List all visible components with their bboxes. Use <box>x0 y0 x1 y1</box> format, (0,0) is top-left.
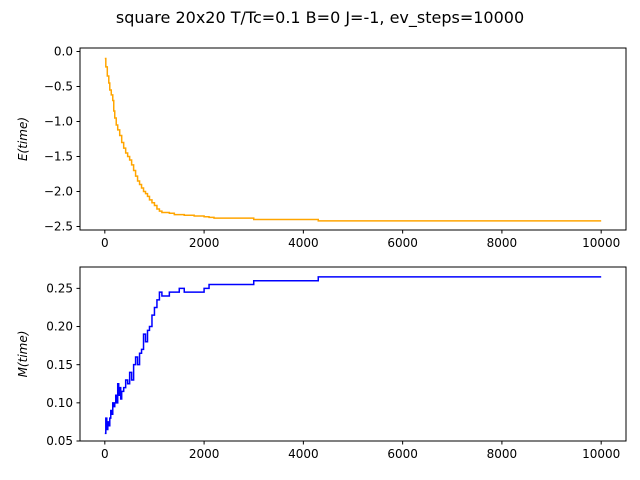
x-tick-label: 0 <box>101 236 109 250</box>
plot-frame <box>79 266 627 442</box>
series-line-2-1 <box>104 276 602 435</box>
axes-layer: 0 2000 4000 6000 8000 10000 0.0 −0.5 −1.0 −1.5 −2.… <box>16 45 627 461</box>
series-line-1-1 <box>104 57 602 222</box>
y-tick-label: 0.15 <box>46 358 73 372</box>
plot-frame <box>79 47 627 231</box>
x-tick-label: 8000 <box>487 236 518 250</box>
x-tick-label: 4000 <box>288 236 319 250</box>
y-tick-label: 0.0 <box>54 45 73 59</box>
x-tick-label: 6000 <box>387 447 418 461</box>
y-tick-label: 0.05 <box>46 434 73 448</box>
figure-title: square 20x20 T/Tc=0.1 B=0 J=-1, ev_steps… <box>116 8 524 28</box>
x-tick-label: 10000 <box>582 236 620 250</box>
y-tick-label: 0.25 <box>46 282 73 296</box>
y-tick-label: −0.5 <box>44 80 73 94</box>
y-axis-label: M(time) <box>16 331 30 378</box>
x-tick-label: 0 <box>101 447 109 461</box>
x-tick-label: 10000 <box>582 447 620 461</box>
x-tick-label: 2000 <box>189 236 220 250</box>
axes-1: 0 2000 4000 6000 8000 10000 0.0 −0.5 −1.0 −1.5 −2.… <box>16 45 627 250</box>
y-axis-label: E(time) <box>16 117 30 161</box>
x-tick-label: 2000 <box>189 447 220 461</box>
y-tick-label: 0.20 <box>46 320 73 334</box>
x-tick-label: 6000 <box>387 236 418 250</box>
axes-2: 0 2000 4000 6000 8000 10000 0.05 0.10 0.15 0.20 0.… <box>16 266 627 461</box>
x-tick-label: 4000 <box>288 447 319 461</box>
y-tick-label: −2.0 <box>44 185 73 199</box>
y-tick-label: −1.5 <box>44 150 73 164</box>
x-tick-label: 8000 <box>487 447 518 461</box>
y-tick-label: 0.10 <box>46 396 73 410</box>
y-tick-label: −2.5 <box>44 220 73 234</box>
y-tick-label: −1.0 <box>44 115 73 129</box>
